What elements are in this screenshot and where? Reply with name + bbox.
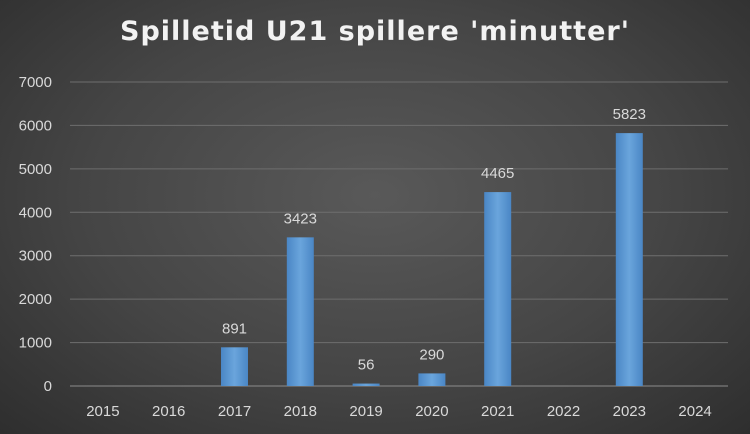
x-tick-label: 2015 [86, 403, 119, 420]
data-label-2021: 4465 [481, 165, 514, 182]
x-tick-label: 2016 [152, 403, 185, 420]
x-tick-label: 2017 [218, 403, 251, 420]
bar-2023 [615, 133, 643, 386]
y-tick-label: 7000 [19, 74, 52, 91]
data-labels: 891 3423 56 290 4465 5823 [222, 106, 646, 373]
chart-title: Spilletid U21 spillere 'minutter' [120, 16, 630, 47]
y-tick-label: 2000 [19, 291, 52, 308]
bar-2021 [484, 192, 512, 386]
data-label-2017: 891 [222, 320, 247, 337]
bar-2019 [352, 383, 380, 386]
x-tick-label: 2022 [547, 403, 580, 420]
bar-2020 [418, 373, 446, 386]
x-axis-ticks: 2015 2016 2017 2018 2019 2020 2021 2022 2023 2024 [86, 403, 712, 420]
y-tick-label: 1000 [19, 335, 52, 352]
bar-2017 [221, 347, 248, 386]
bars [221, 133, 643, 386]
y-tick-label: 6000 [19, 117, 52, 134]
x-tick-label: 2023 [613, 403, 646, 420]
y-axis-ticks: 0 1000 2000 3000 4000 5000 6000 7000 [19, 74, 52, 395]
data-label-2020: 290 [419, 346, 444, 363]
y-tick-label: 0 [44, 378, 52, 395]
y-tick-label: 4000 [19, 204, 52, 221]
y-tick-label: 5000 [19, 161, 52, 178]
x-tick-label: 2019 [349, 403, 382, 420]
data-label-2019: 56 [358, 357, 375, 374]
data-label-2023: 5823 [613, 106, 646, 123]
bar-2018 [286, 237, 314, 386]
x-tick-label: 2024 [678, 403, 711, 420]
gridlines [70, 81, 728, 387]
data-label-2018: 3423 [284, 210, 317, 227]
x-tick-label: 2021 [481, 403, 514, 420]
x-tick-label: 2020 [415, 403, 448, 420]
x-tick-label: 2018 [284, 403, 317, 420]
y-tick-label: 3000 [19, 248, 52, 265]
